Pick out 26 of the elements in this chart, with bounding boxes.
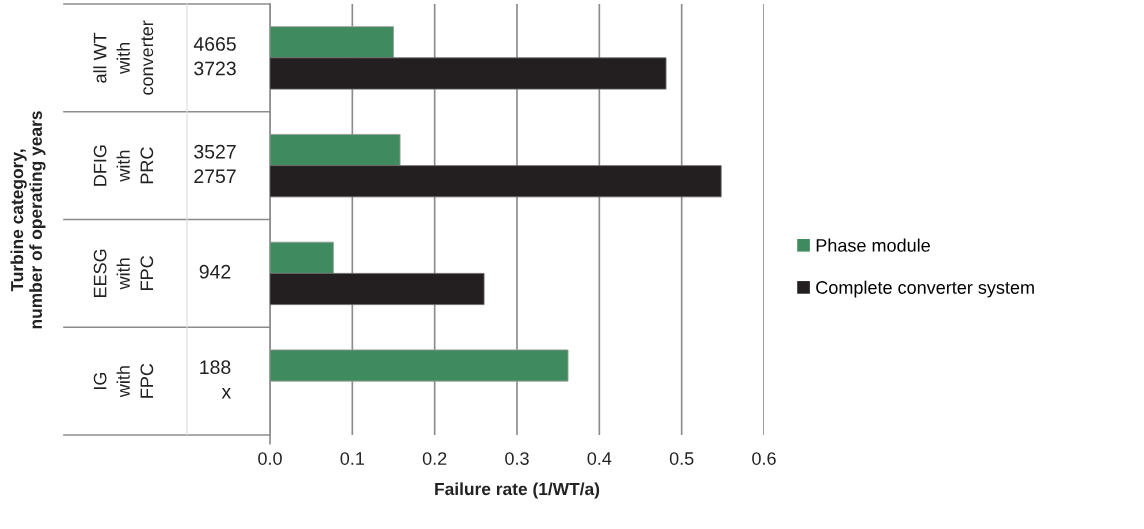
legend-label: Complete converter system <box>816 280 1034 298</box>
x-tick-label: 0.5 <box>669 452 694 465</box>
bar <box>270 165 722 198</box>
bar <box>270 57 667 90</box>
y-tick-label: DFIG with PRC <box>93 145 154 186</box>
x-tick-label: 0.4 <box>587 452 612 465</box>
bar <box>270 349 569 382</box>
bar <box>270 26 394 59</box>
legend-label: Phase module <box>816 238 930 252</box>
y-tick-label: IG with FPC <box>93 363 154 398</box>
x-axis-title: Failure rate (1/WT/a) <box>435 482 600 499</box>
text: 4665 3723 <box>193 37 236 76</box>
x-tick-label: 0.2 <box>422 452 447 465</box>
y-tick-label: all WT with converter <box>93 20 154 95</box>
x-tick-label: 0.0 <box>258 452 282 465</box>
bar <box>270 133 401 167</box>
x-tick-label: 0.6 <box>752 452 776 465</box>
y-axis-title: Turbine category, number of operating years <box>10 111 46 329</box>
text: 3527 2757 <box>194 144 236 184</box>
bar <box>270 241 334 274</box>
text: 188 x <box>200 360 232 399</box>
text: 942 <box>199 264 231 279</box>
bar <box>270 272 485 306</box>
y-tick-label: EESG with FPC <box>93 249 154 297</box>
x-tick-label: 0.1 <box>340 452 364 465</box>
x-tick-label: 0.3 <box>505 452 529 465</box>
